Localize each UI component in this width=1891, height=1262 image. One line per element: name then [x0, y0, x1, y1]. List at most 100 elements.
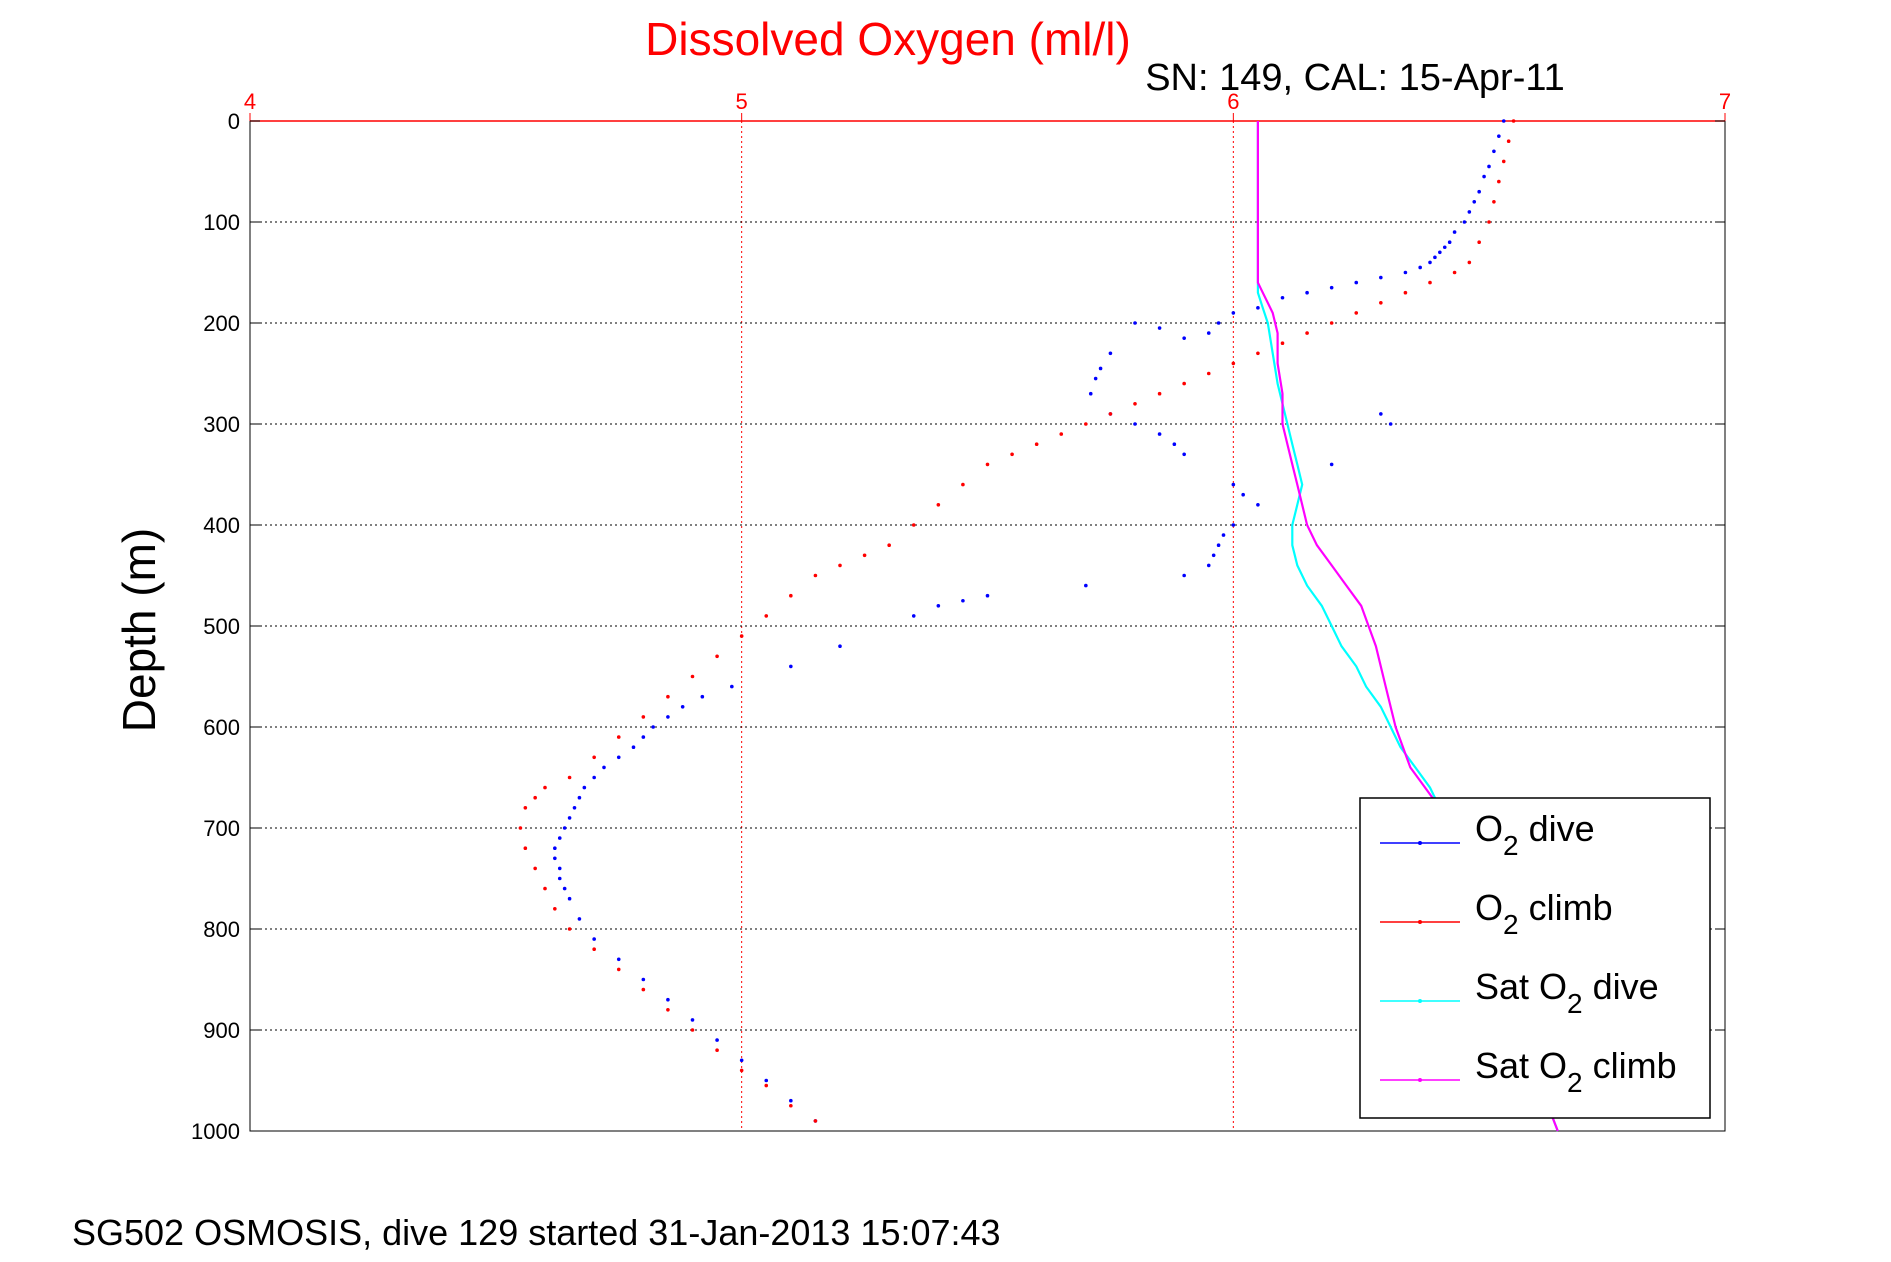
o2-dive-point [1428, 260, 1432, 265]
o2-climb-point [533, 795, 537, 800]
y-tick-label: 900 [203, 1018, 240, 1043]
o2-dive-point [1084, 583, 1088, 588]
o2-dive-point [1256, 306, 1260, 310]
o2-climb-point [1379, 301, 1383, 305]
o2-dive-point [1354, 280, 1359, 285]
o2-climb-point [1497, 179, 1501, 184]
o2-climb-point [690, 674, 695, 679]
y-tick-label: 0 [228, 109, 240, 134]
legend-label-rest: climb [1519, 887, 1613, 928]
o2-dive-point [641, 735, 646, 739]
legend-marker [1418, 841, 1422, 845]
o2-dive-point [1462, 220, 1467, 224]
legend-label-sub: 2 [1567, 988, 1583, 1019]
o2-climb-point [523, 806, 528, 810]
o2-climb-point [1354, 311, 1359, 315]
o2-dive-point [680, 705, 685, 709]
o2-dive-point [690, 1018, 695, 1022]
chart-subtitle: SN: 149, CAL: 15-Apr-11 [1145, 57, 1565, 99]
o2-dive-point [1133, 321, 1137, 325]
o2-dive-point [936, 604, 941, 608]
o2-climb-point [1059, 432, 1064, 436]
o2-climb-point [715, 654, 719, 659]
caption: SG502 OSMOSIS, dive 129 started 31-Jan-2… [72, 1212, 1001, 1253]
o2-dive-point [1172, 442, 1177, 447]
o2-dive-point [1477, 189, 1481, 194]
o2-climb-points [518, 119, 1516, 1123]
o2-dive-point [1182, 452, 1186, 457]
o2-climb-point [1182, 381, 1186, 386]
y-tick-label: 200 [203, 311, 240, 336]
legend-label-sub: 2 [1567, 1067, 1583, 1098]
o2-dive-point [1329, 285, 1334, 290]
o2-climb-point [1108, 412, 1113, 416]
o2-dive-point [730, 684, 734, 689]
o2-dive-point [1231, 523, 1236, 527]
o2-climb-point [567, 927, 572, 931]
o2-climb-point [641, 987, 646, 992]
o2-climb-point [616, 967, 621, 972]
y-tick-label: 400 [203, 513, 240, 538]
o2-dive-point [666, 997, 670, 1002]
o2-climb-point [1492, 200, 1496, 204]
o2-climb-point [1403, 290, 1408, 295]
legend-label-main: O [1475, 808, 1503, 849]
legend-marker [1418, 1078, 1422, 1082]
o2-dive-point [1211, 553, 1216, 558]
o2-dive-point [1241, 492, 1245, 497]
legend-label: O2 climb [1475, 887, 1613, 940]
o2-dive-point [1221, 533, 1226, 537]
o2-dive-point [1482, 174, 1486, 179]
o2-dive-point [582, 785, 587, 790]
o2-dive-point [1501, 119, 1506, 123]
o2-climb-point [543, 886, 547, 891]
o2-climb-point [1501, 159, 1506, 164]
o2-climb-point [739, 634, 744, 638]
legend-label-rest: climb [1583, 1045, 1677, 1086]
o2-climb-point [533, 866, 537, 871]
o2-dive-point [1206, 331, 1211, 335]
o2-climb-point [1206, 371, 1211, 376]
o2-climb-point [764, 614, 769, 618]
o2-dive-point [562, 886, 567, 891]
o2-dive-point [1108, 351, 1113, 356]
o2-dive-point [616, 957, 621, 962]
o2-climb-point [553, 907, 557, 911]
x-tick-label: 6 [1227, 89, 1239, 114]
o2-dive-point [985, 593, 990, 598]
o2-climb-point [1231, 361, 1236, 366]
legend-label: O2 dive [1475, 808, 1595, 861]
o2-dive-point [1442, 245, 1447, 250]
o2-dive-point [1280, 295, 1285, 300]
o2-dive-point [700, 694, 705, 699]
o2-climb-point [1133, 402, 1137, 406]
o2-dive-point [1305, 290, 1309, 295]
o2-dive-point [1492, 149, 1496, 154]
o2-dive-point [1157, 326, 1162, 330]
o2-dive-point [1388, 422, 1393, 426]
o2-climb-point [523, 846, 528, 850]
o2-dive-point [557, 836, 562, 840]
x-tick-label: 7 [1719, 89, 1731, 114]
o2-dive-point [567, 896, 572, 901]
o2-dive-point [764, 1078, 769, 1083]
o2-dive-point [641, 977, 646, 982]
o2-dive-point [1472, 200, 1477, 204]
axes: 4 5 6 7 0 100 200 300 400 500 600 700 800 900 1000 [191, 89, 1731, 1144]
o2-climb-point [1428, 280, 1432, 285]
o2-dive-point [562, 826, 567, 830]
o2-climb-point [567, 775, 572, 780]
o2-climb-point [813, 573, 818, 578]
o2-climb-point [838, 563, 842, 568]
o2-climb-point [1157, 391, 1162, 396]
o2-dive-point [1216, 543, 1221, 547]
o2-dive-point [911, 614, 916, 618]
legend-label-sub: 2 [1503, 909, 1519, 940]
o2-climb-point [911, 523, 916, 527]
o2-climb-point [666, 694, 670, 699]
o2-climb-point [862, 553, 867, 558]
o2-dive-point [616, 755, 621, 760]
o2-climb-point [616, 735, 621, 739]
o2-dive-point [1231, 482, 1236, 487]
